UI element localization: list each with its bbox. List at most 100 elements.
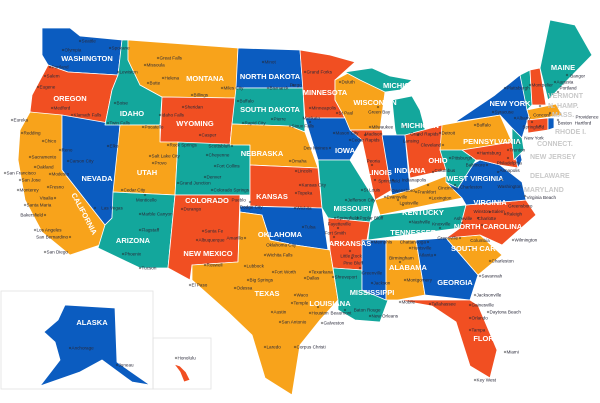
city-marker <box>408 220 412 224</box>
city-label: Modesto <box>52 172 70 177</box>
city-marker <box>438 226 442 230</box>
city-label: Monticello <box>136 198 157 203</box>
city-marker <box>303 70 307 74</box>
city-label: Seattle <box>82 39 97 44</box>
city-marker <box>216 198 220 202</box>
city-label: Key West <box>477 378 497 383</box>
state-ia[interactable] <box>304 117 363 161</box>
city-marker <box>476 216 480 220</box>
state-label-ga: GEORGIA <box>437 278 473 287</box>
state-label-ok: OKLAHOMA <box>258 230 303 239</box>
city-marker <box>121 252 125 256</box>
state-fl[interactable] <box>397 299 498 379</box>
city-marker <box>496 170 500 174</box>
city-label: San Antonio <box>282 320 307 325</box>
city-label: Las Vegas <box>101 206 123 211</box>
city-marker <box>403 125 407 129</box>
city-marker <box>556 118 560 122</box>
city-label: Little Rock <box>340 254 362 259</box>
city-label: Green Bay <box>368 110 391 115</box>
city-label: Montgomery <box>407 278 433 283</box>
city-label: Monterey <box>20 188 40 193</box>
city-marker <box>156 56 160 60</box>
state-label-az: ARIZONA <box>116 236 151 245</box>
state-me[interactable] <box>539 19 593 101</box>
city-marker <box>414 190 418 194</box>
state-al[interactable] <box>385 239 426 301</box>
city-marker <box>396 198 400 202</box>
city-marker <box>166 143 170 147</box>
state-nh[interactable] <box>529 67 547 106</box>
city-marker <box>358 266 362 270</box>
state-ny[interactable] <box>454 74 531 139</box>
state-miu[interactable] <box>344 67 413 93</box>
city-label: Temple <box>294 301 309 306</box>
city-marker <box>480 223 484 227</box>
city-marker <box>476 151 480 155</box>
city-label: Visalia <box>40 196 54 201</box>
city-label: Dodge City <box>240 205 263 210</box>
city-label: Chico <box>45 139 57 144</box>
city-label: Grand Rapids <box>410 132 439 137</box>
city-label: Santa Maria <box>27 203 52 208</box>
city-marker <box>301 225 305 229</box>
city-label: Odessa <box>237 286 253 291</box>
city-label: Tampa <box>472 328 486 333</box>
city-label: Great Falls <box>160 56 183 61</box>
city-label: El Paso <box>192 283 208 288</box>
state-ms[interactable] <box>361 239 387 301</box>
city-marker <box>398 300 402 304</box>
city-label: Charlotte <box>478 216 497 221</box>
city-label: Shreveport <box>335 275 358 280</box>
city-label: Rapid City <box>245 121 267 126</box>
city-label: Harrisburg <box>480 151 502 156</box>
city-marker <box>241 121 245 125</box>
city-label: Louisville <box>400 201 419 206</box>
city-marker <box>460 221 464 225</box>
city-marker <box>370 163 374 167</box>
city-label: Cleveland <box>421 143 442 148</box>
city-marker <box>401 203 405 207</box>
outside-state-label: N. HAMP. <box>548 103 579 110</box>
city-marker <box>203 175 207 179</box>
city-marker <box>236 99 240 103</box>
city-marker <box>180 207 184 211</box>
state-ma[interactable] <box>526 103 563 121</box>
state-ri[interactable] <box>547 117 555 131</box>
city-marker <box>138 212 142 216</box>
state-tx[interactable] <box>191 211 339 396</box>
city-label: Butte <box>150 81 161 86</box>
city-marker <box>363 133 367 137</box>
state-label-ms: MISSISSIPPI <box>350 288 395 297</box>
outside-state-label: NEW JERSEY <box>530 154 576 161</box>
state-label-ia: IOWA <box>335 146 356 155</box>
city-label: Medford <box>54 106 71 111</box>
city-label: Fort Collins <box>217 164 241 169</box>
state-ak[interactable] <box>39 304 151 387</box>
state-nc[interactable] <box>445 199 537 246</box>
city-label: Orlando <box>472 316 489 321</box>
city-label: Columbus <box>435 168 456 173</box>
state-ga[interactable] <box>415 237 479 301</box>
city-label: Reno <box>62 148 73 153</box>
city-label: Virginia Beach <box>527 195 557 200</box>
city-label: Houston <box>312 311 330 316</box>
city-marker <box>58 148 62 152</box>
state-label-ky: KENTUCKY <box>402 208 444 217</box>
city-marker <box>308 270 312 274</box>
city-marker <box>350 256 354 260</box>
city-label: Pine Bluff <box>343 261 363 266</box>
city-marker <box>336 226 340 230</box>
state-hi[interactable] <box>173 363 191 383</box>
state-label-fl: FLORIDA <box>473 334 507 343</box>
city-marker <box>138 266 142 270</box>
city-label: Washington <box>498 184 523 189</box>
city-label: Memphis <box>374 240 393 245</box>
city-marker <box>468 303 472 307</box>
city-label: Sheridan <box>185 105 204 110</box>
city-marker <box>18 178 22 182</box>
city-marker <box>20 131 24 135</box>
city-label: Omaha <box>292 159 308 164</box>
city-marker <box>503 350 507 354</box>
